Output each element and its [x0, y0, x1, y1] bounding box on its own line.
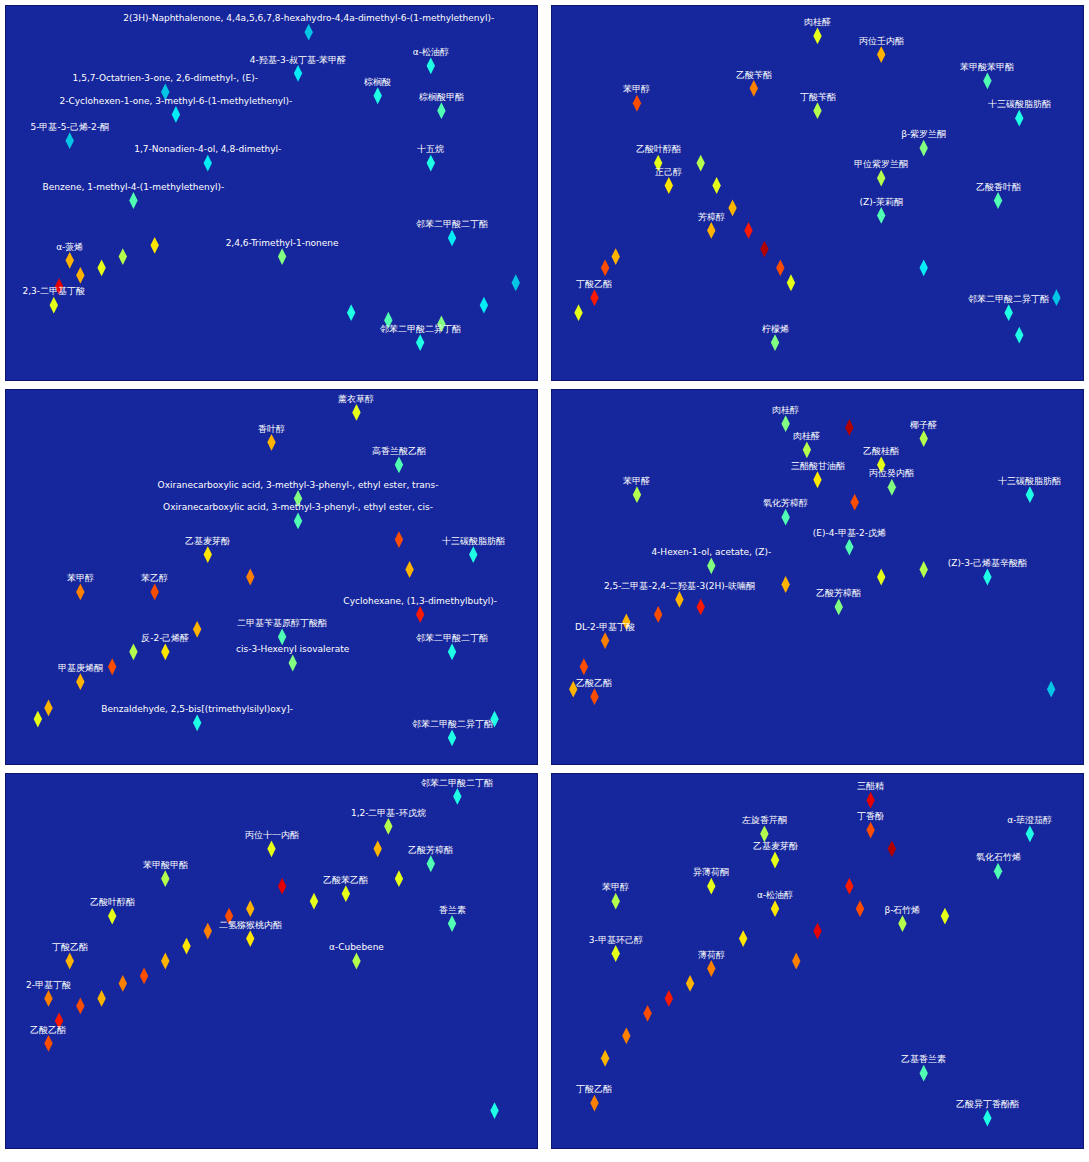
svg-text:异薄荷酮: 异薄荷酮 [693, 867, 729, 877]
svg-text:十五烷: 十五烷 [417, 144, 444, 154]
svg-text:α-松油醇: α-松油醇 [757, 890, 793, 900]
svg-text:丙位癸内酯: 丙位癸内酯 [869, 468, 914, 478]
svg-text:乙酸异丁香酚酯: 乙酸异丁香酚酯 [956, 1099, 1019, 1109]
svg-text:4-羟基-3-叔丁基-苯甲醛: 4-羟基-3-叔丁基-苯甲醛 [250, 55, 346, 65]
svg-text:丙位十一内酯: 丙位十一内酯 [245, 830, 299, 840]
svg-text:乙酸香叶酯: 乙酸香叶酯 [976, 182, 1021, 192]
svg-text:α-荜澄茄醇: α-荜澄茄醇 [1007, 815, 1052, 825]
svg-text:三醋精: 三醋精 [857, 781, 884, 791]
svg-text:苯甲醇: 苯甲醇 [67, 573, 94, 583]
svg-text:2(3H)-Naphthalenone, 4,4a,5,6,: 2(3H)-Naphthalenone, 4,4a,5,6,7,8-hexahy… [123, 13, 494, 23]
svg-text:邻苯二甲酸二丁酯: 邻苯二甲酸二丁酯 [416, 219, 488, 229]
svg-text:β-紫罗兰酮: β-紫罗兰酮 [901, 129, 946, 139]
svg-text:苯甲酸苯甲酯: 苯甲酸苯甲酯 [960, 62, 1014, 72]
svg-text:cis-3-Hexenyl isovalerate: cis-3-Hexenyl isovalerate [236, 644, 350, 654]
svg-text:乙基麦芽酚: 乙基麦芽酚 [185, 536, 230, 546]
svg-text:1,2-二甲基-环戊烷: 1,2-二甲基-环戊烷 [351, 808, 426, 818]
svg-text:丁酸乙酯: 丁酸乙酯 [576, 1084, 612, 1094]
svg-text:左旋香芹酮: 左旋香芹酮 [742, 815, 787, 825]
svg-text:柠檬烯: 柠檬烯 [762, 324, 789, 334]
svg-text:邻苯二甲酸二异丁酯: 邻苯二甲酸二异丁酯 [968, 294, 1049, 304]
svg-text:3-甲基环己醇: 3-甲基环己醇 [589, 935, 643, 945]
svg-text:邻苯二甲酸二丁酯: 邻苯二甲酸二丁酯 [416, 633, 488, 643]
svg-text:丁酸乙酯: 丁酸乙酯 [576, 279, 612, 289]
svg-text:丁酸乙酯: 丁酸乙酯 [52, 942, 88, 952]
svg-text:十三碳酸脂肪酯: 十三碳酸脂肪酯 [998, 476, 1061, 486]
svg-text:Oxiranecarboxylic acid, 3-meth: Oxiranecarboxylic acid, 3-methyl-3-pheny… [163, 502, 433, 512]
svg-text:肉桂醇: 肉桂醇 [772, 405, 799, 415]
svg-text:2,3-二甲基丁酸: 2,3-二甲基丁酸 [23, 286, 86, 296]
svg-text:三醋酸甘油酯: 三醋酸甘油酯 [791, 461, 845, 471]
svg-text:苯甲醛: 苯甲醛 [623, 476, 650, 486]
svg-text:氧化芳樟醇: 氧化芳樟醇 [763, 498, 808, 508]
svg-text:邻苯二甲酸二异丁酯: 邻苯二甲酸二异丁酯 [380, 324, 461, 334]
svg-text:2,4,6-Trimethyl-1-nonene: 2,4,6-Trimethyl-1-nonene [226, 238, 339, 248]
svg-text:棕榈酸: 棕榈酸 [364, 77, 391, 87]
svg-text:甲基庚烯酮: 甲基庚烯酮 [58, 663, 103, 673]
svg-text:二甲基苄基原醇丁酸酯: 二甲基苄基原醇丁酸酯 [237, 618, 327, 628]
svg-text:肉桂醛: 肉桂醛 [804, 17, 831, 27]
svg-text:氧化石竹烯: 氧化石竹烯 [976, 852, 1021, 862]
svg-text:乙酸桂酯: 乙酸桂酯 [863, 446, 899, 456]
svg-text:甲位紫罗兰酮: 甲位紫罗兰酮 [854, 159, 908, 169]
svg-text:香兰素: 香兰素 [439, 905, 466, 915]
svg-text:丙位壬内酯: 丙位壬内酯 [859, 36, 904, 46]
svg-text:高香兰酸乙酯: 高香兰酸乙酯 [372, 446, 426, 456]
svg-text:乙基香兰素: 乙基香兰素 [901, 1054, 946, 1064]
svg-text:乙酸乙酯: 乙酸乙酯 [30, 1025, 66, 1035]
svg-text:DL-2-甲基丁酸: DL-2-甲基丁酸 [575, 622, 635, 632]
svg-text:1,7-Nonadien-4-ol, 4,8-dimethy: 1,7-Nonadien-4-ol, 4,8-dimethyl- [134, 144, 281, 154]
svg-text:十三碳酸脂肪酯: 十三碳酸脂肪酯 [988, 99, 1051, 109]
svg-text:α-松油醇: α-松油醇 [413, 47, 449, 57]
svg-text:1,5,7-Octatrien-3-one, 2,6-dim: 1,5,7-Octatrien-3-one, 2,6-dimethyl-, (E… [73, 73, 258, 83]
svg-text:Oxiranecarboxylic acid, 3-meth: Oxiranecarboxylic acid, 3-methyl-3-pheny… [158, 480, 439, 490]
svg-text:椰子醛: 椰子醛 [910, 420, 937, 430]
svg-text:乙酸苄酯: 乙酸苄酯 [736, 70, 772, 80]
svg-text:2-Cyclohexen-1-one, 3-methyl-6: 2-Cyclohexen-1-one, 3-methyl-6-(1-methyl… [60, 96, 293, 106]
svg-text:肉桂醛: 肉桂醛 [793, 431, 820, 441]
svg-text:正己醇: 正己醇 [655, 167, 682, 177]
svg-text:十三碳酸脂肪酯: 十三碳酸脂肪酯 [442, 536, 505, 546]
svg-text:芳樟醇: 芳樟醇 [698, 212, 725, 222]
svg-text:薄荷醇: 薄荷醇 [698, 950, 725, 960]
svg-text:2-甲基丁酸: 2-甲基丁酸 [26, 980, 71, 990]
svg-text:薰衣草醇: 薰衣草醇 [338, 394, 374, 404]
svg-text:Benzaldehyde, 2,5-bis[(trimeth: Benzaldehyde, 2,5-bis[(trimethylsilyl)ox… [101, 704, 293, 714]
svg-text:α-蒎烯: α-蒎烯 [56, 242, 83, 252]
svg-text:Benzene, 1-methyl-4-(1-methyle: Benzene, 1-methyl-4-(1-methylethenyl)- [43, 182, 225, 192]
svg-text:二氢猕猴桃内酯: 二氢猕猴桃内酯 [219, 920, 282, 930]
svg-text:反-2-己烯醛: 反-2-己烯醛 [141, 633, 189, 643]
svg-text:邻苯二甲酸二丁酯: 邻苯二甲酸二丁酯 [421, 778, 493, 788]
svg-text:乙酸乙酯: 乙酸乙酯 [576, 678, 612, 688]
svg-text:苯甲酸甲酯: 苯甲酸甲酯 [143, 860, 188, 870]
svg-text:乙基麦芽酚: 乙基麦芽酚 [753, 841, 798, 851]
svg-text:苯乙醇: 苯乙醇 [141, 573, 168, 583]
svg-text:2,5-二甲基-2,4-二羟基-3(2H)-呋喃酮: 2,5-二甲基-2,4-二羟基-3(2H)-呋喃酮 [604, 581, 755, 591]
svg-text:Cyclohexane, (1,3-dimethylbuty: Cyclohexane, (1,3-dimethylbutyl)- [343, 596, 497, 606]
svg-text:β-石竹烯: β-石竹烯 [884, 905, 920, 915]
svg-text:(Z)-茉莉酮: (Z)-茉莉酮 [860, 197, 903, 207]
svg-text:(Z)-3-己烯基辛酸酯: (Z)-3-己烯基辛酸酯 [948, 558, 1027, 568]
svg-text:香叶醇: 香叶醇 [258, 424, 285, 434]
svg-text:丁酸苄酯: 丁酸苄酯 [800, 92, 836, 102]
svg-text:5-甲基-5-己烯-2-酮: 5-甲基-5-己烯-2-酮 [31, 122, 109, 132]
svg-text:乙酸叶醇酯: 乙酸叶醇酯 [90, 897, 135, 907]
svg-text:α-Cubebene: α-Cubebene [329, 942, 384, 952]
svg-text:乙酸苯乙酯: 乙酸苯乙酯 [323, 875, 368, 885]
svg-text:邻苯二甲酸二异丁酯: 邻苯二甲酸二异丁酯 [412, 719, 493, 729]
svg-text:乙酸芳樟酯: 乙酸芳樟酯 [408, 845, 453, 855]
svg-text:苯甲醇: 苯甲醇 [623, 84, 650, 94]
svg-text:乙酸叶醇酯: 乙酸叶醇酯 [636, 144, 681, 154]
svg-text:棕榈酸甲酯: 棕榈酸甲酯 [419, 92, 464, 102]
svg-text:4-Hexen-1-ol, acetate, (Z)-: 4-Hexen-1-ol, acetate, (Z)- [651, 547, 771, 557]
svg-text:(E)-4-甲基-2-戊烯: (E)-4-甲基-2-戊烯 [813, 528, 886, 538]
svg-text:苯甲醇: 苯甲醇 [602, 882, 629, 892]
svg-text:丁香酚: 丁香酚 [857, 811, 884, 821]
svg-text:乙酸芳樟酯: 乙酸芳樟酯 [816, 588, 861, 598]
